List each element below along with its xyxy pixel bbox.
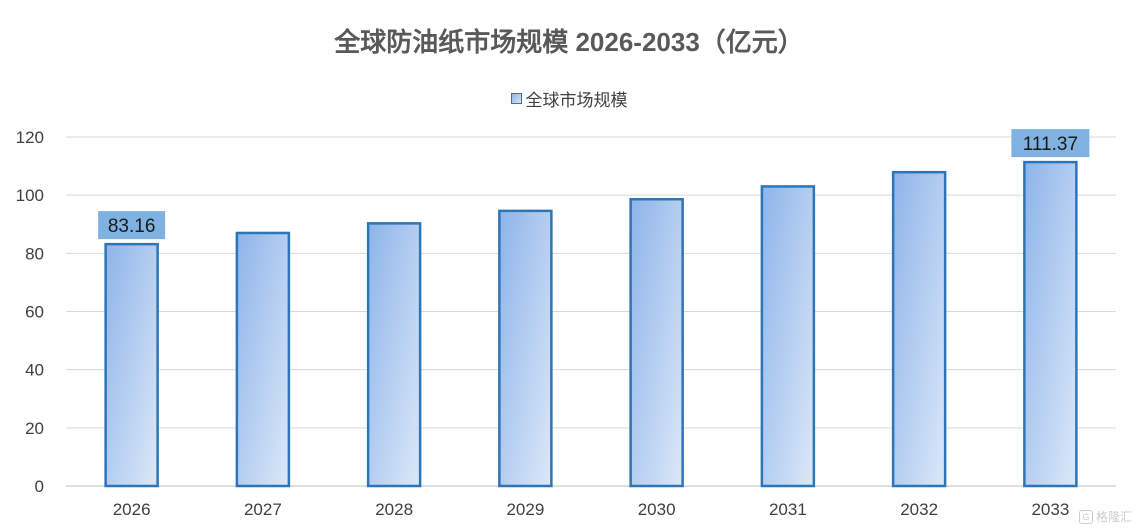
y-tick-label: 40	[25, 361, 44, 380]
legend-swatch	[510, 93, 522, 104]
x-tick-label: 2030	[638, 500, 676, 519]
data-label-box	[1011, 129, 1090, 158]
bar	[498, 209, 553, 488]
bar	[366, 222, 422, 488]
bar	[891, 170, 947, 488]
y-tick-label: 0	[35, 477, 44, 496]
x-tick-label: 2033	[1031, 500, 1069, 519]
bar	[235, 231, 291, 488]
data-label: 83.16	[108, 216, 156, 237]
data-label-box	[98, 211, 166, 240]
data-label: 111.37	[1023, 134, 1078, 155]
y-tick-label: 20	[25, 419, 44, 438]
bar	[1023, 160, 1078, 488]
x-tick-label: 2027	[244, 500, 282, 519]
chart-title: 全球防油纸市场规模 2026-2033（亿元）	[334, 27, 804, 57]
y-tick-label: 80	[25, 244, 44, 263]
y-tick-label: 120	[16, 128, 44, 147]
chart-legend: 全球市场规模	[0, 86, 1138, 111]
legend-label: 全球市场规模	[525, 91, 628, 110]
x-tick-label: 2028	[375, 500, 413, 519]
gridlines	[66, 136, 1116, 487]
data-labels: 83.16 111.37	[98, 129, 1090, 240]
watermark-text: 格隆汇	[1095, 510, 1132, 524]
x-tick-label: 2029	[506, 500, 544, 519]
x-tick-label: 2032	[900, 500, 938, 519]
x-tick-label: 2026	[113, 500, 151, 519]
bar	[760, 185, 816, 488]
axes: 0 20 40 60 80 100 120 2026 2027 2028 2029 2030 2031 2…	[16, 128, 1070, 519]
brand-logo-icon: G	[1078, 509, 1093, 524]
bar	[629, 197, 684, 488]
bar	[104, 242, 159, 488]
x-tick-label: 2031	[769, 500, 807, 519]
bars	[104, 160, 1078, 488]
watermark: G 格隆汇	[1078, 508, 1132, 525]
y-tick-label: 60	[25, 303, 44, 322]
y-tick-label: 100	[16, 186, 44, 205]
